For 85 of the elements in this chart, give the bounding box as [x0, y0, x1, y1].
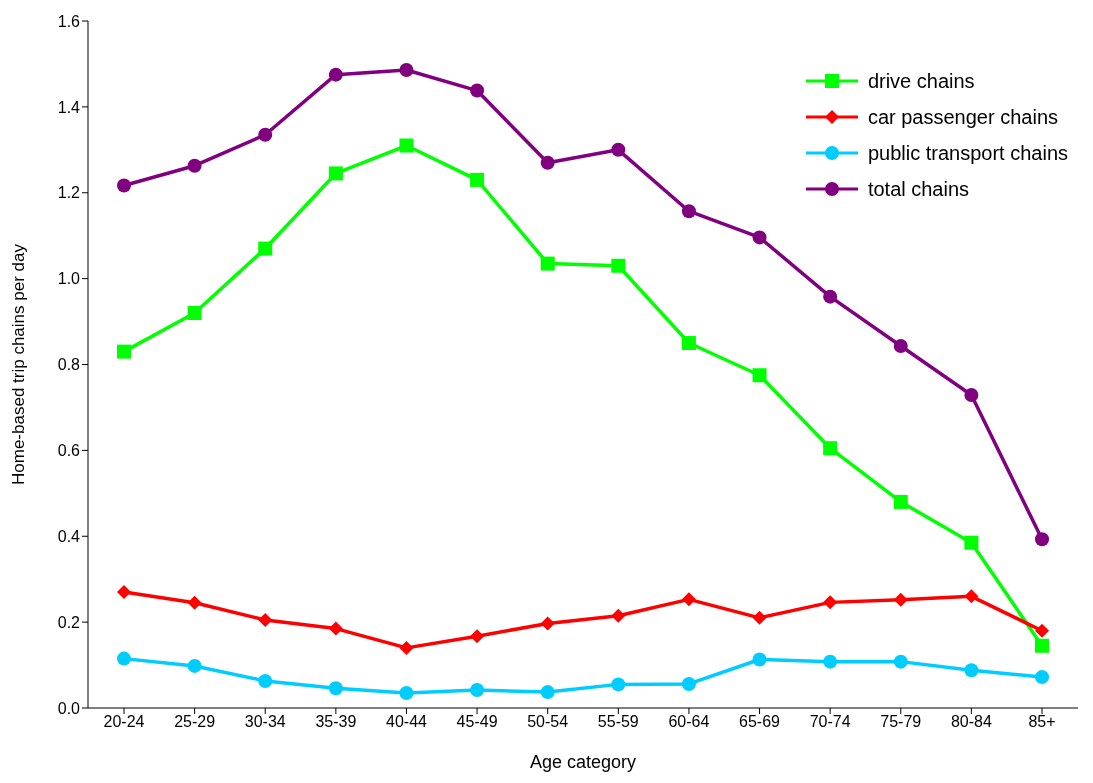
point — [470, 629, 485, 644]
point — [823, 595, 838, 610]
y-tick-label: 1.2 — [57, 184, 81, 202]
x-tick-label: 80-84 — [950, 713, 992, 731]
point — [258, 127, 273, 142]
point — [964, 387, 979, 402]
point — [470, 83, 485, 98]
x-tick-label: 85+ — [1028, 713, 1056, 731]
x-tick-label: 30-34 — [244, 713, 286, 731]
point — [540, 155, 555, 170]
legend-label: drive chains — [867, 69, 975, 93]
y-tick-label: 0.4 — [57, 527, 81, 545]
point — [399, 640, 414, 655]
x-tick-label: 45-49 — [456, 713, 498, 731]
point — [187, 305, 202, 320]
point — [117, 344, 131, 359]
point — [752, 230, 767, 245]
y-tick-label: 0.0 — [57, 699, 81, 717]
point — [328, 681, 343, 696]
y-tick-label: 1.4 — [57, 98, 81, 116]
point — [611, 608, 626, 623]
point — [1035, 532, 1049, 547]
x-tick-label: 50-54 — [527, 713, 569, 731]
x-tick-label: 20-24 — [103, 713, 145, 731]
x-tick-label: 35-39 — [315, 713, 357, 731]
point — [611, 142, 626, 157]
point — [893, 339, 908, 354]
x-tick-label: 75-79 — [880, 713, 922, 731]
y-tick-label: 0.6 — [57, 442, 81, 460]
point — [328, 67, 343, 82]
y-tick-label: 0.2 — [57, 613, 81, 631]
y-tick-label: 0.8 — [57, 356, 81, 374]
point — [470, 682, 485, 697]
point — [893, 654, 908, 669]
point — [611, 258, 626, 273]
point — [964, 589, 979, 604]
y-axis-title: Home-based trip chains per day — [9, 243, 29, 485]
point — [964, 535, 979, 550]
point — [399, 685, 414, 700]
x-tick-label: 25-29 — [174, 713, 216, 731]
point — [823, 654, 838, 669]
point — [681, 204, 696, 219]
x-tick-label: 40-44 — [386, 713, 428, 731]
point — [117, 585, 131, 600]
point — [1035, 638, 1049, 653]
point — [752, 610, 767, 625]
point — [1035, 623, 1049, 638]
y-tick-label: 1.6 — [57, 12, 81, 30]
point — [823, 441, 838, 456]
point — [187, 595, 202, 610]
legend-label: car passenger chains — [867, 105, 1058, 129]
point — [681, 592, 696, 607]
point — [117, 178, 131, 193]
point — [823, 289, 838, 304]
point — [540, 685, 555, 700]
legend-label: total chains — [867, 177, 970, 201]
point — [117, 651, 131, 666]
point — [893, 592, 908, 607]
x-tick-label: 60-64 — [668, 713, 710, 731]
y-tick-label: 1.0 — [57, 270, 81, 288]
x-axis-title: Age category — [529, 752, 637, 772]
point — [611, 677, 626, 692]
point — [470, 172, 485, 187]
point — [328, 166, 343, 181]
legend-label: public transport chains — [867, 141, 1068, 165]
point — [540, 616, 555, 631]
point — [187, 658, 202, 673]
point — [681, 676, 696, 691]
point — [399, 62, 414, 77]
x-tick-label: 70-74 — [809, 713, 851, 731]
point — [1035, 670, 1049, 685]
point — [752, 652, 767, 667]
x-tick-label: 65-69 — [739, 713, 781, 731]
point — [964, 663, 979, 678]
point — [540, 256, 555, 271]
point — [328, 621, 343, 636]
point — [258, 612, 273, 627]
x-tick-label: 55-59 — [597, 713, 639, 731]
point — [681, 336, 696, 351]
point — [399, 138, 414, 153]
point — [258, 241, 273, 256]
point — [752, 368, 767, 383]
point — [258, 673, 273, 688]
point — [893, 494, 908, 509]
point — [187, 158, 202, 173]
